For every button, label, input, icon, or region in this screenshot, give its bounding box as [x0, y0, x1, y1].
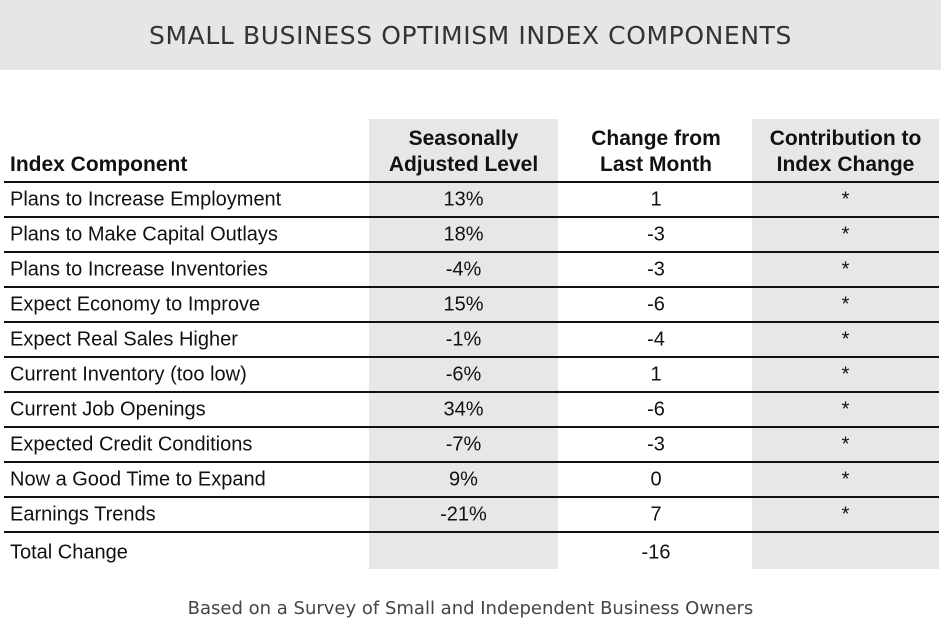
cell-total-label: Total Change	[10, 541, 128, 564]
cell-contribution: *	[841, 363, 850, 385]
cell-component: Current Job Openings	[10, 398, 206, 420]
cell-level: 9%	[449, 468, 478, 490]
contribution-column-shading	[752, 119, 939, 569]
cell-contribution: *	[841, 503, 850, 525]
cell-change: -6	[647, 398, 665, 420]
header-contribution-to-index-change: Contribution to Index Change	[752, 126, 939, 178]
cell-component: Expect Economy to Improve	[10, 293, 261, 315]
cell-change: -4	[647, 328, 665, 350]
cell-change: -3	[647, 258, 665, 280]
cell-contribution: *	[841, 398, 850, 420]
page-title: SMALL BUSINESS OPTIMISM INDEX COMPONENTS	[149, 20, 792, 50]
header-change-line1: Change from	[591, 127, 721, 150]
table-row: Current Inventory (too low) -6% 1 *	[4, 358, 939, 393]
table-body: Plans to Increase Employment 13% 1 * Pla…	[4, 183, 939, 573]
cell-component: Plans to Increase Inventories	[10, 258, 268, 280]
table-header-row: Index Component Seasonally Adjusted Leve…	[4, 119, 939, 183]
cell-level: -7%	[445, 433, 482, 455]
cell-component: Plans to Increase Employment	[10, 188, 282, 210]
cell-contribution: *	[841, 223, 850, 245]
cell-change: 1	[650, 363, 662, 385]
components-table: Index Component Seasonally Adjusted Leve…	[4, 119, 939, 573]
title-bar: SMALL BUSINESS OPTIMISM INDEX COMPONENTS	[0, 0, 941, 70]
header-contribution-line1: Contribution to	[769, 127, 922, 150]
table-row: Expected Credit Conditions -7% -3 *	[4, 428, 939, 463]
cell-change: 7	[650, 503, 662, 525]
header-index-component: Index Component	[10, 152, 187, 178]
total-row: Total Change -16	[4, 533, 939, 573]
header-index-component-label: Index Component	[10, 153, 188, 176]
cell-change: -3	[647, 223, 665, 245]
table-row: Expect Economy to Improve 15% -6 *	[4, 288, 939, 323]
cell-component: Current Inventory (too low)	[10, 363, 247, 385]
cell-component: Now a Good Time to Expand	[10, 468, 266, 490]
table-row: Earnings Trends -21% 7 *	[4, 498, 939, 533]
header-seasonally-adjusted-level: Seasonally Adjusted Level	[369, 126, 558, 178]
cell-level: -1%	[445, 328, 482, 350]
header-change-from-last-month: Change from Last Month	[560, 126, 752, 178]
cell-contribution: *	[841, 293, 850, 315]
cell-contribution: *	[841, 258, 850, 280]
header-change-line2: Last Month	[600, 153, 712, 176]
cell-level: 34%	[443, 398, 484, 420]
table-row: Plans to Make Capital Outlays 18% -3 *	[4, 218, 939, 253]
footer-note: Based on a Survey of Small and Independe…	[187, 598, 754, 619]
cell-change: -6	[647, 293, 665, 315]
cell-change: -3	[647, 433, 665, 455]
header-contribution-line2: Index Change	[776, 153, 915, 176]
cell-contribution: *	[841, 433, 850, 455]
cell-level: 18%	[443, 223, 484, 245]
cell-contribution: *	[841, 188, 850, 210]
header-level-line2: Adjusted Level	[388, 153, 539, 176]
table-row: Expect Real Sales Higher -1% -4 *	[4, 323, 939, 358]
cell-component: Expected Credit Conditions	[10, 433, 253, 455]
cell-component: Plans to Make Capital Outlays	[10, 223, 278, 245]
cell-level: -4%	[445, 258, 482, 280]
table-row: Plans to Increase Inventories -4% -3 *	[4, 253, 939, 288]
cell-component: Earnings Trends	[10, 503, 156, 525]
cell-change: 0	[650, 468, 662, 490]
table-row: Current Job Openings 34% -6 *	[4, 393, 939, 428]
table-row: Now a Good Time to Expand 9% 0 *	[4, 463, 939, 498]
cell-total-change: -16	[641, 541, 671, 564]
cell-level: 15%	[443, 293, 484, 315]
cell-component: Expect Real Sales Higher	[10, 328, 238, 350]
cell-contribution: *	[841, 328, 850, 350]
cell-contribution: *	[841, 468, 850, 490]
level-column-shading	[369, 119, 558, 569]
cell-level: -21%	[440, 503, 487, 525]
table-row: Plans to Increase Employment 13% 1 *	[4, 183, 939, 218]
header-level-line1: Seasonally	[408, 127, 519, 150]
cell-level: -6%	[445, 363, 482, 385]
cell-level: 13%	[443, 188, 484, 210]
cell-change: 1	[650, 188, 662, 210]
